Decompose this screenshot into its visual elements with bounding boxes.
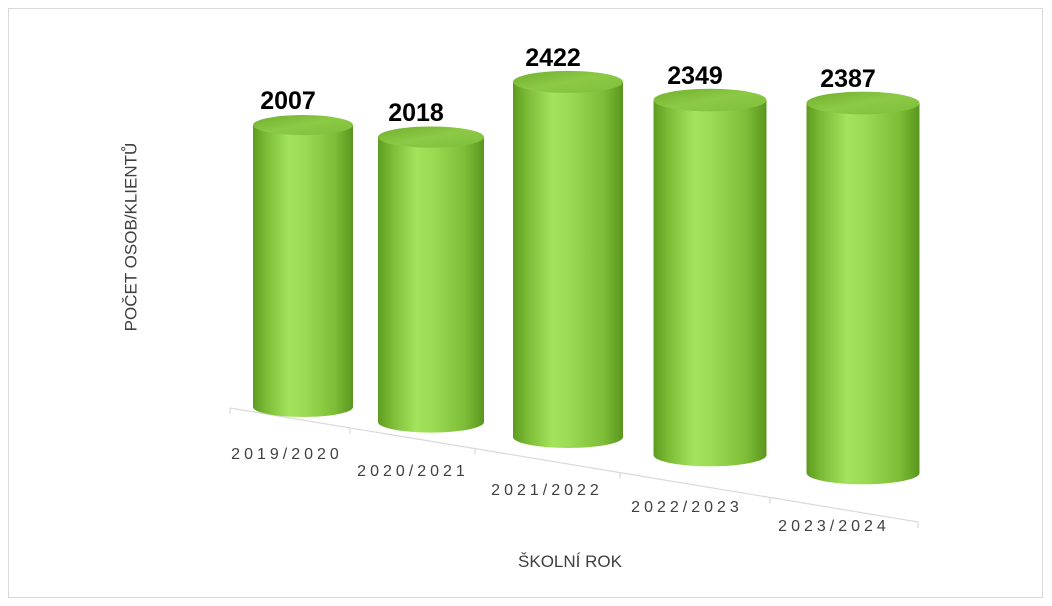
bar-body	[378, 137, 484, 433]
y-axis-title: POČET OSOB/KLIENTŮ	[121, 143, 140, 332]
bar-2020-2021	[378, 126, 484, 433]
bar-body	[653, 100, 767, 467]
x-tick-label: 2022/2023	[631, 499, 743, 516]
bar-2022-2023	[653, 88, 767, 467]
bar-body	[513, 81, 623, 448]
bar-2019-2020	[253, 115, 353, 417]
data-label: 2387	[820, 65, 876, 93]
x-tick-label: 2019/2020	[231, 446, 343, 463]
bar-top	[253, 115, 353, 136]
bar-body	[806, 103, 920, 485]
bars	[253, 70, 920, 485]
x-axis-title: ŠKOLNÍ ROK	[518, 552, 623, 571]
bar-top	[513, 70, 623, 93]
data-label: 2349	[667, 62, 723, 90]
bar-top	[806, 91, 920, 115]
x-axis-line	[229, 407, 919, 523]
x-tick-label: 2021/2022	[491, 482, 603, 499]
x-axis	[229, 407, 919, 528]
data-label: 2007	[260, 87, 316, 115]
bar-body	[253, 125, 353, 417]
labels: 2007 2019/2020 2018 2020/2021 2422 2021/2022 2…	[231, 44, 890, 535]
x-tick-label: 2023/2024	[778, 518, 890, 535]
x-tick-label: 2020/2021	[357, 463, 469, 480]
bar-2021-2022	[513, 70, 623, 448]
bar-top	[378, 126, 484, 148]
bar-top	[653, 88, 767, 112]
data-label: 2018	[388, 99, 444, 127]
bar-2023-2024	[806, 91, 920, 485]
data-label: 2422	[525, 44, 581, 72]
